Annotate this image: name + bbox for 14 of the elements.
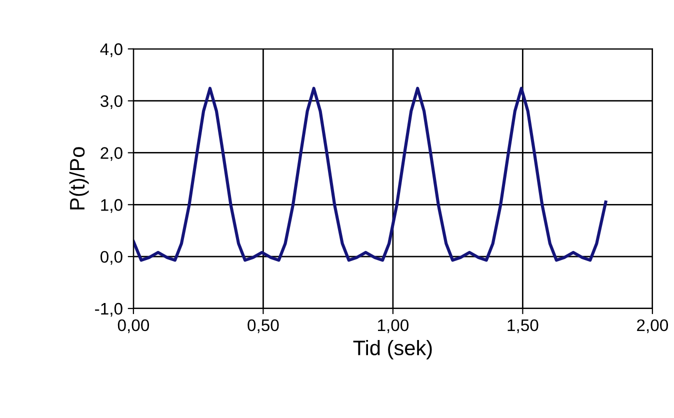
- y-tick-label: 4,0: [100, 43, 122, 58]
- y-axis-title: P(t)/Po: [69, 147, 89, 210]
- x-tick-label: 0,00: [118, 319, 150, 334]
- line-series: [133, 86, 608, 262]
- x-axis-title: Tid (sek): [353, 340, 432, 360]
- y-tick-label: 3,0: [100, 95, 122, 109]
- y-tick-label: 0,0: [100, 250, 122, 265]
- y-tick-label: 1,0: [101, 199, 122, 213]
- x-tick-label: 2,00: [637, 319, 668, 334]
- x-tick-label: 1,00: [378, 319, 409, 334]
- x-tick-label: 0,50: [248, 319, 279, 334]
- y-tick-label: 2,0: [100, 147, 122, 161]
- x-tick-label: 1,50: [508, 319, 538, 334]
- y-tick-label: -1,0: [95, 302, 122, 317]
